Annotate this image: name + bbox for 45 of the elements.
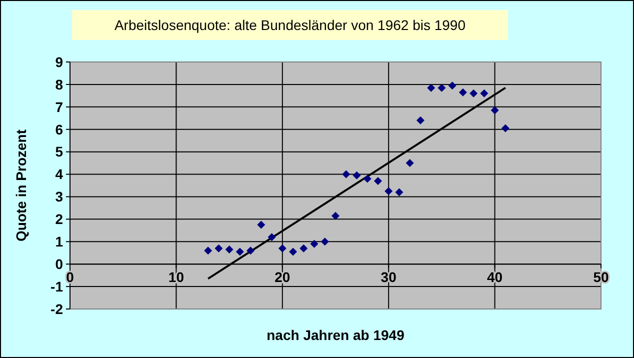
point	[257, 220, 266, 229]
point	[236, 248, 244, 256]
chart-title: Arbeitslosenquote: alte Bundesländer von 1962 bis 1990	[114, 16, 466, 33]
point	[246, 246, 255, 255]
point	[352, 171, 361, 180]
y-tick-label: 8	[55, 76, 64, 92]
y-tick-label: 7	[55, 98, 64, 115]
point	[480, 89, 488, 98]
y-tick-label: 3	[55, 188, 64, 205]
point	[374, 177, 382, 186]
y-tick-label: -2	[50, 300, 64, 317]
y-axis-title: Quote in Prozent	[13, 129, 29, 242]
point	[427, 84, 436, 92]
point	[320, 238, 329, 246]
point	[310, 240, 318, 248]
y-tick-label: 1	[55, 234, 64, 250]
point	[225, 245, 234, 254]
point	[458, 88, 467, 96]
y-tick-label: 0	[55, 256, 64, 272]
y-tick-label: 9	[55, 54, 64, 70]
point	[438, 84, 446, 92]
point	[332, 212, 340, 220]
y-tick-label: 2	[55, 211, 64, 228]
point	[490, 106, 499, 114]
x-tick-label: 50	[593, 269, 609, 286]
y-tick-label: 5	[55, 144, 64, 160]
point	[448, 82, 456, 90]
point	[363, 174, 372, 183]
point	[268, 233, 276, 242]
point	[416, 116, 424, 124]
y-tick-label: 6	[55, 121, 64, 138]
point	[300, 244, 308, 252]
y-tick-label: -1	[50, 278, 64, 294]
point	[501, 124, 510, 132]
point	[384, 187, 393, 196]
point	[406, 159, 414, 168]
point	[289, 248, 298, 256]
x-axis-title: nach Jahren ab 1949	[266, 327, 405, 343]
point	[395, 188, 404, 196]
point	[278, 244, 286, 252]
y-tick-label: 4	[55, 166, 64, 182]
point	[214, 244, 223, 252]
point	[342, 170, 350, 178]
point	[470, 89, 478, 98]
point	[204, 246, 212, 255]
